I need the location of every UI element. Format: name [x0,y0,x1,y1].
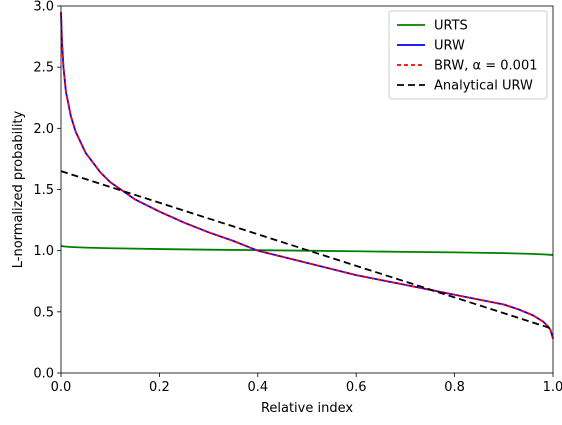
x-tick-label: 0.2 [149,380,170,395]
y-tick-label: 3.0 [33,0,54,15]
legend-label: URTS [434,19,468,34]
series-line-3 [61,171,553,329]
y-tick-label: 2.0 [33,122,54,137]
legend-label: URW [434,39,465,54]
legend-label: BRW, α = 0.001 [434,59,538,74]
y-tick-label: 0.0 [33,367,54,382]
y-axis-label: L-normalized probability [11,110,26,268]
x-axis-label: Relative index [261,401,353,416]
x-tick-label: 0.4 [247,380,268,395]
y-tick-label: 1.5 [33,183,54,198]
y-tick-label: 2.5 [33,61,54,76]
x-tick-label: 0.6 [346,380,367,395]
x-tick-label: 0.8 [444,380,465,395]
x-tick-label: 0.0 [51,380,72,395]
legend-label: Analytical URW [434,79,533,94]
y-tick-label: 1.0 [33,244,54,259]
y-tick-label: 0.5 [33,305,54,320]
x-tick-label: 1.0 [543,380,562,395]
legend: URTS URW BRW, α = 0.001 Analytical URW [389,11,547,99]
